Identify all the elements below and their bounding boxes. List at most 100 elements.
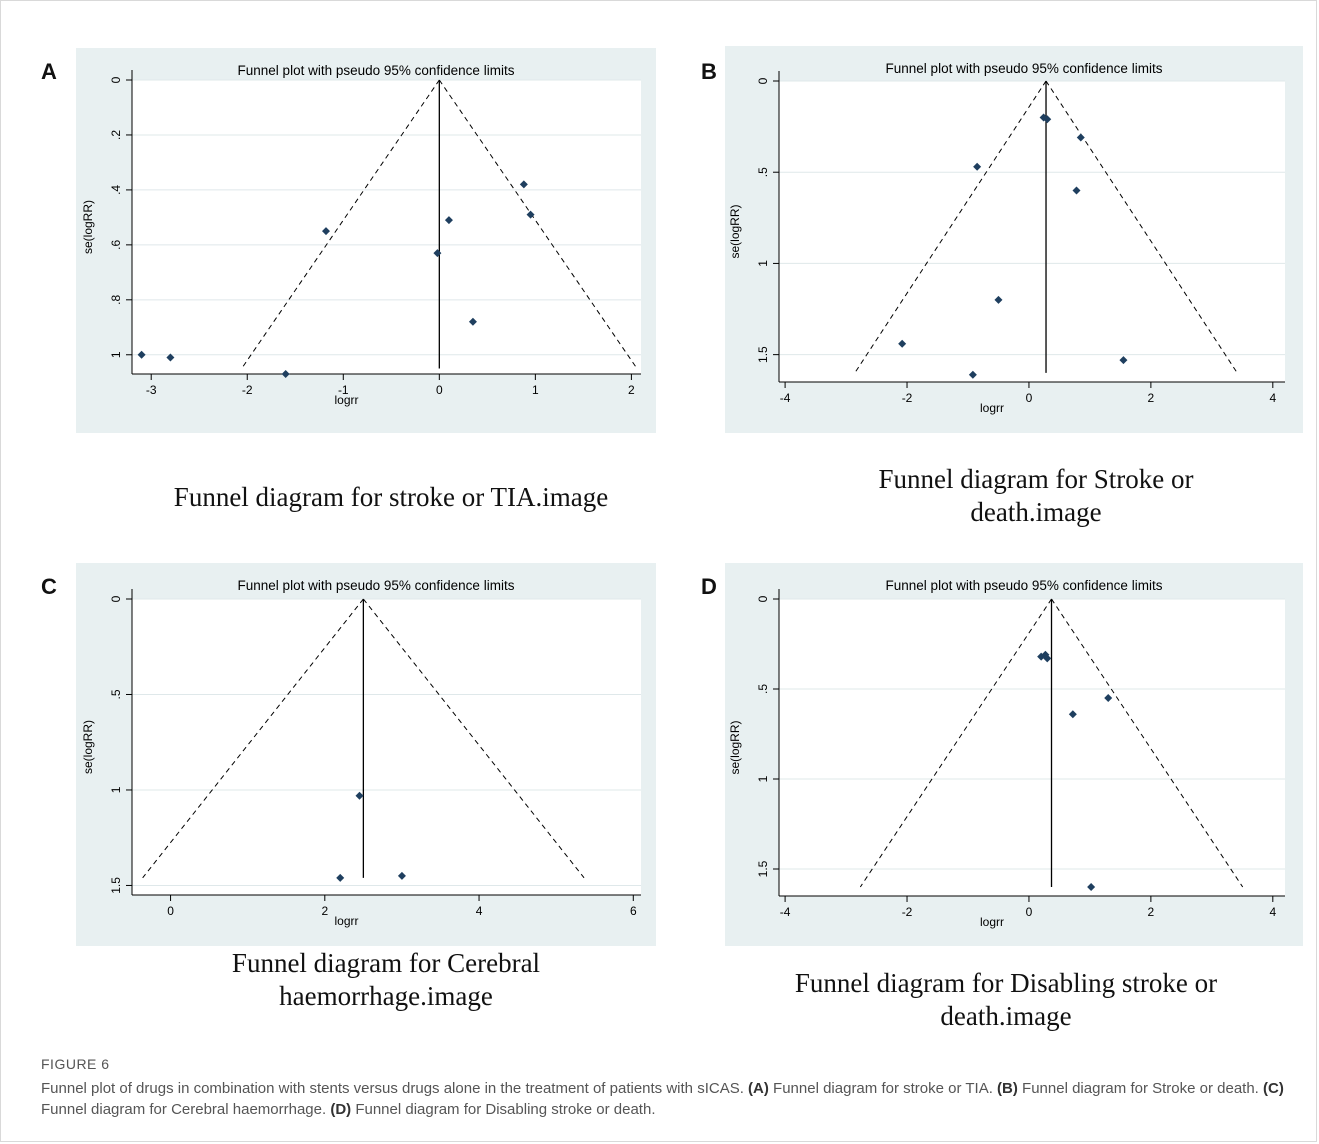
y-tick-label: .4 bbox=[109, 185, 123, 195]
x-tick-label: 4 bbox=[1269, 391, 1276, 405]
y-tick-label: .6 bbox=[109, 240, 123, 250]
data-point bbox=[968, 370, 977, 379]
data-point bbox=[898, 339, 907, 348]
data-point bbox=[137, 350, 146, 359]
part-text: Funnel diagram for Cerebral haemorrhage. bbox=[41, 1101, 327, 1118]
y-tick-label: 0 bbox=[109, 76, 123, 83]
funnel-plot-svg: 0 .5 1 1.5 -4 -2 0 2 4 Funnel plot with pseudo 95… bbox=[728, 578, 1285, 929]
data-point bbox=[1043, 115, 1052, 124]
y-tick-label: .8 bbox=[109, 294, 123, 304]
y-tick-label: 0 bbox=[756, 77, 770, 84]
x-tick-label: -2 bbox=[242, 383, 253, 397]
y-axis-label: se(logRR) bbox=[728, 204, 742, 258]
x-tick-label: -2 bbox=[902, 905, 913, 919]
data-point bbox=[468, 317, 477, 326]
y-tick-label: 1.5 bbox=[756, 346, 770, 363]
x-tick-label: 0 bbox=[1026, 905, 1033, 919]
x-tick-label: 0 bbox=[1026, 391, 1033, 405]
x-axis-label: logrr bbox=[980, 915, 1004, 929]
funnel-right-limit bbox=[438, 79, 638, 369]
panel-letter: C bbox=[41, 574, 57, 599]
funnel-plot-svg: 0 .5 1 1.5 0 2 4 6 Funnel plot with pseudo 95% c… bbox=[81, 578, 641, 928]
panel-letter: B bbox=[701, 59, 717, 84]
y-axis-label: se(logRR) bbox=[81, 720, 95, 774]
plot-area bbox=[132, 80, 641, 374]
part-text: Funnel diagram for stroke or TIA. bbox=[773, 1080, 993, 1097]
y-tick-label: 1.5 bbox=[756, 860, 770, 877]
data-point bbox=[1087, 883, 1096, 891]
data-point bbox=[281, 370, 290, 378]
y-tick-label: 0 bbox=[109, 595, 123, 602]
chart-title: Funnel plot with pseudo 95% confidence l… bbox=[238, 63, 515, 78]
data-point bbox=[166, 353, 175, 362]
data-point bbox=[994, 295, 1003, 304]
y-axis-label: se(logRR) bbox=[728, 720, 742, 774]
data-point bbox=[355, 791, 364, 800]
part-tag: (C) bbox=[1263, 1080, 1284, 1097]
data-point bbox=[519, 180, 528, 189]
y-tick-label: 1 bbox=[109, 351, 123, 358]
data-point bbox=[1072, 186, 1081, 195]
x-tick-label: 2 bbox=[321, 904, 328, 918]
plot-area bbox=[779, 81, 1285, 382]
data-point bbox=[1076, 133, 1085, 142]
y-tick-label: .5 bbox=[109, 689, 123, 699]
x-tick-label: 2 bbox=[1148, 391, 1155, 405]
panel-caption: Funnel diagram for Stroke or death.image bbox=[878, 464, 1194, 527]
data-point bbox=[1068, 710, 1077, 719]
x-tick-label: 4 bbox=[1269, 905, 1276, 919]
funnel-plot-svg: 0 .5 1 1.5 -4 -2 0 2 4 Funnel plot with pseudo 95… bbox=[728, 61, 1285, 415]
figure-label: FIGURE 6 bbox=[41, 1056, 110, 1072]
x-tick-label: 6 bbox=[630, 904, 637, 918]
funnel-plot: 0 .5 1 1.5 -4 -2 0 2 4 Funnel plot with pseudo 95… bbox=[725, 563, 1303, 946]
x-tick-label: -2 bbox=[902, 391, 913, 405]
funnel-left-limit bbox=[854, 80, 1047, 374]
part-tag: (A) bbox=[748, 1080, 769, 1097]
data-point bbox=[397, 871, 406, 880]
funnel-plot: 0 .5 1 1.5 -4 -2 0 2 4 Funnel plot with pseudo 95… bbox=[725, 46, 1303, 433]
part-text: Funnel diagram for Stroke or death. bbox=[1022, 1080, 1259, 1097]
x-tick-label: 2 bbox=[628, 383, 635, 397]
data-point bbox=[444, 216, 453, 225]
panel-letter: A bbox=[41, 59, 57, 84]
x-tick-label: 4 bbox=[476, 904, 483, 918]
panel-caption: Funnel diagram for stroke or TIA.image bbox=[173, 482, 609, 512]
data-point bbox=[1119, 356, 1128, 365]
part-text: Funnel diagram for Disabling stroke or d… bbox=[355, 1101, 656, 1118]
chart-title: Funnel plot with pseudo 95% confidence l… bbox=[886, 61, 1163, 76]
funnel-plot: 0 .2 .4 .6 .8 1 -3 -2 -1 0 1 2 Funnel plot with pseu… bbox=[76, 48, 656, 433]
funnel-left-limit bbox=[859, 598, 1052, 888]
y-tick-label: 1 bbox=[756, 260, 770, 267]
x-axis-label: logrr bbox=[334, 393, 358, 407]
panel-caption: Funnel diagram for Cerebral haemorrhage.… bbox=[231, 948, 541, 1011]
funnel-right-limit bbox=[1045, 80, 1238, 374]
x-tick-label: 2 bbox=[1148, 905, 1155, 919]
funnel-plot: 0 .5 1 1.5 0 2 4 6 Funnel plot with pseudo 95% c… bbox=[76, 563, 656, 946]
panel-letter: D bbox=[701, 574, 717, 599]
plot-area bbox=[779, 599, 1285, 896]
data-point bbox=[433, 249, 442, 258]
figure-description-intro: Funnel plot of drugs in combination with… bbox=[41, 1080, 744, 1097]
y-tick-label: .5 bbox=[756, 684, 770, 694]
data-point bbox=[526, 210, 535, 219]
x-tick-label: 1 bbox=[532, 383, 539, 397]
data-point bbox=[1041, 650, 1050, 659]
funnel-left-limit bbox=[241, 79, 440, 369]
x-tick-label: -1 bbox=[338, 383, 349, 397]
y-tick-label: .5 bbox=[756, 167, 770, 177]
x-tick-label: -3 bbox=[146, 383, 157, 397]
y-tick-label: 1.5 bbox=[109, 877, 123, 894]
figure-description: Funnel plot of drugs in combination with… bbox=[41, 1078, 1291, 1120]
y-tick-label: 0 bbox=[756, 595, 770, 602]
x-tick-label: -4 bbox=[780, 391, 791, 405]
funnel-plot-svg: 0 .2 .4 .6 .8 1 -3 -2 -1 0 1 2 Funnel plot with pseu… bbox=[81, 63, 641, 407]
x-tick-label: -4 bbox=[780, 905, 791, 919]
data-point bbox=[321, 227, 330, 236]
data-point bbox=[1104, 694, 1113, 702]
x-tick-label: 0 bbox=[436, 383, 443, 397]
figure-caption: FIGURE 6 Funnel plot of drugs in combina… bbox=[41, 1056, 1291, 1120]
data-point bbox=[1043, 654, 1052, 663]
y-axis-label: se(logRR) bbox=[81, 200, 95, 254]
y-tick-label: 1 bbox=[756, 775, 770, 782]
